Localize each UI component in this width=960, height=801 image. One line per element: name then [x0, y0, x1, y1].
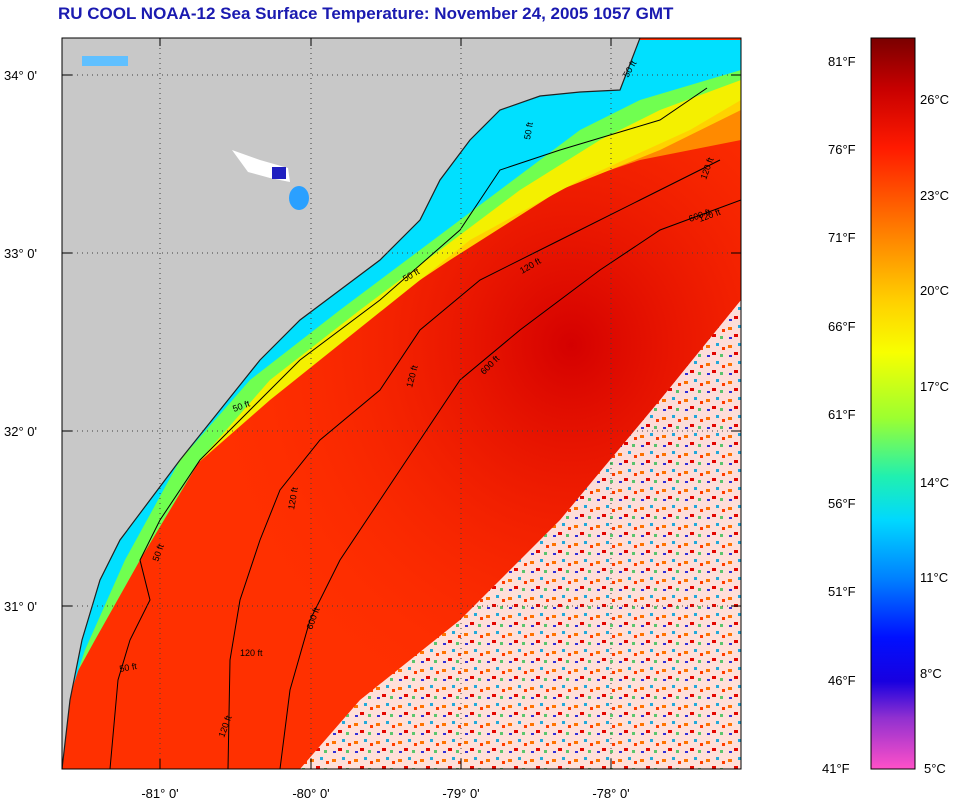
colorbar-c-label: 23°C [920, 188, 950, 203]
land-mass [62, 38, 640, 769]
colorbar-f-label: 66°F [828, 319, 856, 334]
colorbar-c-label: 14°C [920, 475, 950, 490]
colorbar-f-label: 81°F [828, 54, 856, 69]
graticule [62, 38, 741, 769]
lon-label: -81° 0' [141, 786, 178, 801]
lat-label: 34° 0' [4, 68, 37, 83]
colorbar-f-label: 76°F [828, 142, 856, 157]
colorbar-c-label: 11°C [920, 570, 949, 585]
lat-label: 33° 0' [4, 246, 37, 261]
colorbar-f-label: 41°F [822, 761, 850, 776]
colorbar-f-label: 56°F [828, 496, 856, 511]
coastline [62, 38, 641, 769]
map-frame [61, 37, 742, 770]
map-title: RU COOL NOAA-12 Sea Surface Temperature:… [58, 4, 674, 23]
cloud-cover [300, 300, 741, 769]
colorbar-c-label: 8°C [920, 666, 942, 681]
colorbar-c-label: 5°C [924, 761, 946, 776]
lon-label: -80° 0' [292, 786, 329, 801]
lat-label: 31° 0' [4, 599, 37, 614]
lon-label: -78° 0' [592, 786, 629, 801]
contour-label: 50 ft [522, 121, 535, 140]
colorbar-f-label: 61°F [828, 407, 856, 422]
lat-label: 32° 0' [4, 424, 37, 439]
contour-label: 50 ft [119, 661, 138, 674]
lon-label: -79° 0' [442, 786, 479, 801]
colorbar-c-label: 20°C [920, 283, 950, 298]
contour-50ft [109, 87, 708, 769]
inland-lake-deep [272, 167, 286, 179]
axis-ticks [62, 38, 741, 769]
inland-lake-2 [289, 186, 309, 210]
contour-label: 120 ft [286, 486, 300, 510]
contour-label: 120 ft [240, 648, 263, 658]
colorbar-c-label: 26°C [920, 92, 950, 107]
contour-120ft [227, 159, 721, 769]
inland-water-strip [82, 56, 128, 66]
colorbar-f-label: 71°F [828, 230, 856, 245]
colorbar [870, 37, 916, 770]
colorbar-c-label: 17°C [920, 379, 950, 394]
contour-600ft [279, 199, 741, 769]
colorbar-f-label: 46°F [828, 673, 856, 688]
colorbar-f-label: 51°F [828, 584, 856, 599]
